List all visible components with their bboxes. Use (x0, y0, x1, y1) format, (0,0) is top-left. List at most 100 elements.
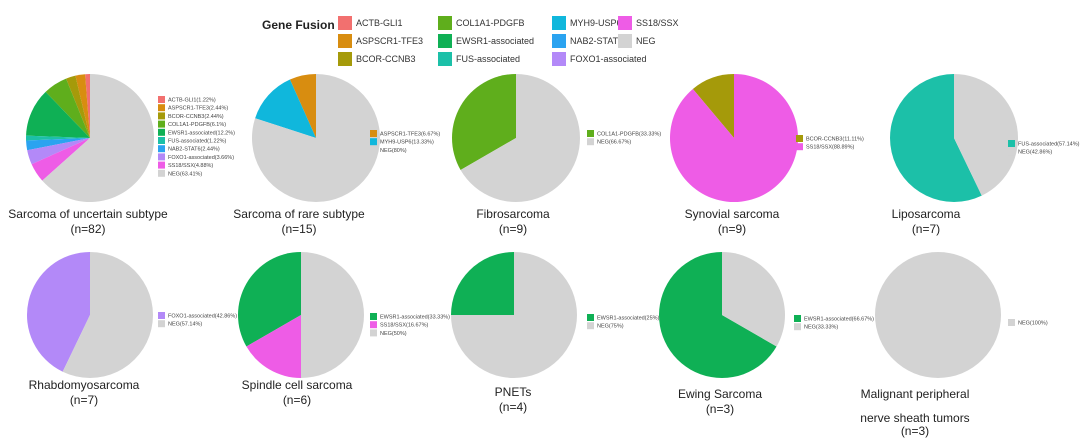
pie-chart: FUS-associated(57.14%) NEG(42.86%) Liposar… (890, 74, 1080, 236)
pie-legend-label: MYH9-USP6(13.33%) (380, 140, 434, 146)
pie-legend-label: EWSR1-associated(12.2%) (168, 130, 235, 136)
pie-chart: EWSR1-associated(66.67%) NEG(33.33%) Ewing… (659, 252, 874, 416)
pie-legend-swatch (587, 130, 594, 137)
pie-legend-swatch (158, 312, 165, 319)
pie-subtitle: (n=3) (901, 424, 929, 438)
legend-swatch (552, 52, 566, 66)
pie-subtitle: (n=4) (499, 400, 527, 414)
pie-legend-swatch (158, 169, 165, 177)
pie-legend-label: COL1A1-PDGFB(33.33%) (597, 132, 661, 138)
legend-label: COL1A1-PDGFB (456, 18, 525, 28)
pie-legend-swatch (1008, 140, 1015, 147)
pie-subtitle: (n=6) (283, 393, 311, 407)
pie-title: Fibrosarcoma (476, 207, 550, 221)
legend-item: SS18/SSX (618, 16, 679, 30)
pie-slice (26, 252, 91, 372)
legend-item: FUS-associated (438, 52, 520, 66)
pie-legend-swatch (158, 96, 165, 103)
pie-legend-label: NEG(80%) (380, 148, 407, 154)
pie-legend-swatch (1008, 319, 1015, 326)
pie-legend-label: BCOR-CCNB3(2.44%) (168, 114, 224, 120)
legend-label: NAB2-STAT6 (570, 36, 624, 46)
pie-legend-swatch (158, 120, 165, 128)
pie-title: Liposarcoma (892, 207, 961, 221)
legend-swatch (618, 16, 632, 30)
pie-slice (255, 79, 316, 138)
pie-chart: BCOR-CCNB3(11.11%) SS18/SSX(88.89%) Synovi… (670, 74, 864, 236)
pie-slice (451, 252, 577, 378)
legend-label: FOXO1-associated (570, 54, 647, 64)
legend-label: ACTB-GLI1 (356, 18, 403, 28)
pie-legend-swatch (794, 323, 801, 331)
pie-slice (875, 252, 1001, 378)
pie-legend-swatch (158, 137, 165, 144)
legend-swatch (552, 34, 566, 48)
pie-slice (27, 138, 90, 165)
legend-item: NAB2-STAT6 (552, 34, 623, 48)
pie-slice (75, 74, 90, 138)
legend-item: ACTB-GLI1 (338, 16, 403, 30)
pie-legend-label: ASPSCR1-TFE3(6.67%) (380, 132, 440, 138)
gene-fusion-legend: Gene Fusion ACTB-GLI1 COL1A1-PDGFB MYH9-US… (262, 16, 702, 76)
pie-legend-label: NEG(63.41%) (168, 171, 202, 177)
pie-legend-swatch (370, 321, 377, 329)
pie-slice (66, 75, 90, 138)
pie-chart: ASPSCR1-TFE3(6.67%) MYH9-USP6(13.33%) NEG(… (233, 74, 440, 236)
pie-slice (62, 252, 153, 379)
pie-slice (31, 138, 90, 181)
pie-legend-swatch (587, 138, 594, 146)
pie-legend-swatch (158, 153, 165, 161)
pie-legend-swatch (370, 138, 377, 146)
pie-legend-swatch (587, 314, 594, 321)
pie-slice (45, 78, 90, 138)
pie-subtitle: (n=7) (912, 222, 940, 236)
pie-slice (246, 315, 301, 378)
pie-chart: ACTB-GLI1(1.22%) ASPSCR1-TFE3(2.44%) BCOR-… (8, 74, 235, 236)
pie-legend-label: NEG(57.14%) (168, 322, 202, 328)
pie-slice (26, 138, 90, 151)
pie-legend-swatch (158, 104, 165, 112)
pie-legend-label: BCOR-CCNB3(11.11%) (806, 137, 864, 143)
pie-legend-swatch (587, 322, 594, 330)
pie-subtitle: (n=9) (499, 222, 527, 236)
pie-title: Ewing Sarcoma (678, 387, 762, 401)
pie-subtitle: (n=15) (281, 222, 316, 236)
pie-slice (670, 74, 799, 202)
pie-legend-swatch (370, 329, 377, 337)
pie-slice (85, 74, 90, 138)
pie-slice (890, 74, 982, 202)
pie-slice (289, 74, 316, 138)
legend-item: FOXO1-associated (552, 52, 647, 66)
legend-swatch (338, 16, 352, 30)
pie-legend-swatch (370, 130, 377, 137)
pie-legend-label: SS18/SSX(4.88%) (168, 163, 213, 169)
pie-legend-swatch (796, 135, 803, 142)
pie-subtitle: (n=7) (70, 393, 98, 407)
pie-legend-label: NEG(33.33%) (804, 325, 838, 331)
pie-title: Rhabdomyosarcoma (29, 378, 140, 392)
pie-title-line2: nerve sheath tumors (860, 411, 969, 425)
legend-swatch (338, 34, 352, 48)
legend-item: ASPSCR1-TFE3 (338, 34, 423, 48)
legend-swatch (438, 52, 452, 66)
pie-legend-label: ASPSCR1-TFE3(2.44%) (168, 106, 228, 112)
legend-swatch (618, 34, 632, 48)
pie-chart: FOXO1-associated(42.86%) NEG(57.14%) Rhabd… (26, 252, 237, 407)
legend-label: SS18/SSX (636, 18, 679, 28)
pie-slice (26, 91, 90, 138)
pie-slice (301, 252, 364, 378)
pie-legend-label: NEG(42.86%) (1018, 150, 1052, 156)
pie-slice (954, 74, 1019, 196)
legend-label: FUS-associated (456, 54, 521, 64)
pie-slice (42, 74, 155, 203)
pie-title: Synovial sarcoma (685, 207, 780, 221)
pie-legend-swatch (794, 315, 801, 322)
pie-chart: EWSR1-associated(33.33%) SS18/SSX(16.67%)… (237, 252, 450, 407)
legend-item: BCOR-CCNB3 (338, 52, 416, 66)
pie-legend-swatch (370, 313, 377, 320)
pie-slice (451, 252, 514, 315)
pie-title: PNETs (495, 385, 532, 399)
pie-subtitle: (n=3) (706, 402, 734, 416)
pie-legend-swatch (158, 128, 165, 136)
